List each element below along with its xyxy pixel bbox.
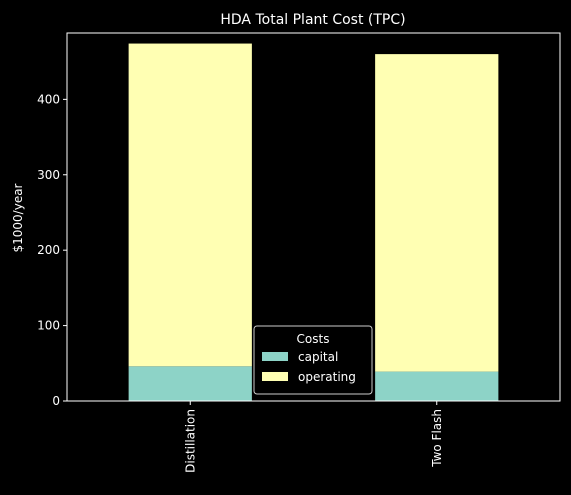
- plot-frame: [66, 32, 561, 402]
- bar-operating-distillation: [128, 43, 252, 367]
- y-tick-label: 0: [52, 394, 60, 408]
- x-axis: Distillation Two Flash: [183, 401, 444, 473]
- chart-title: HDA Total Plant Cost (TPC): [220, 12, 405, 28]
- legend-title: Costs: [297, 332, 330, 346]
- y-tick-label: 200: [37, 243, 60, 257]
- legend-entries: capital operating: [262, 350, 356, 384]
- y-axis-label: $1000/year: [11, 183, 25, 252]
- legend-swatch-capital: [262, 352, 288, 361]
- bars: [128, 43, 499, 401]
- legend-label-operating: operating: [298, 370, 356, 384]
- legend-swatch-operating: [262, 372, 288, 381]
- x-tick-label: Two Flash: [430, 409, 444, 468]
- bar-capital-two-flash: [375, 371, 499, 401]
- y-tick-label: 100: [37, 319, 60, 333]
- bar-capital-distillation: [128, 366, 252, 401]
- y-tick-label: 300: [37, 168, 60, 182]
- y-axis: 0 100 200 300 400: [37, 92, 67, 408]
- legend: Costs capital operating: [253, 325, 373, 395]
- bar-operating-two-flash: [375, 54, 499, 372]
- x-tick-label: Distillation: [183, 409, 197, 473]
- legend-label-capital: capital: [298, 350, 338, 364]
- y-tick-label: 400: [37, 92, 60, 106]
